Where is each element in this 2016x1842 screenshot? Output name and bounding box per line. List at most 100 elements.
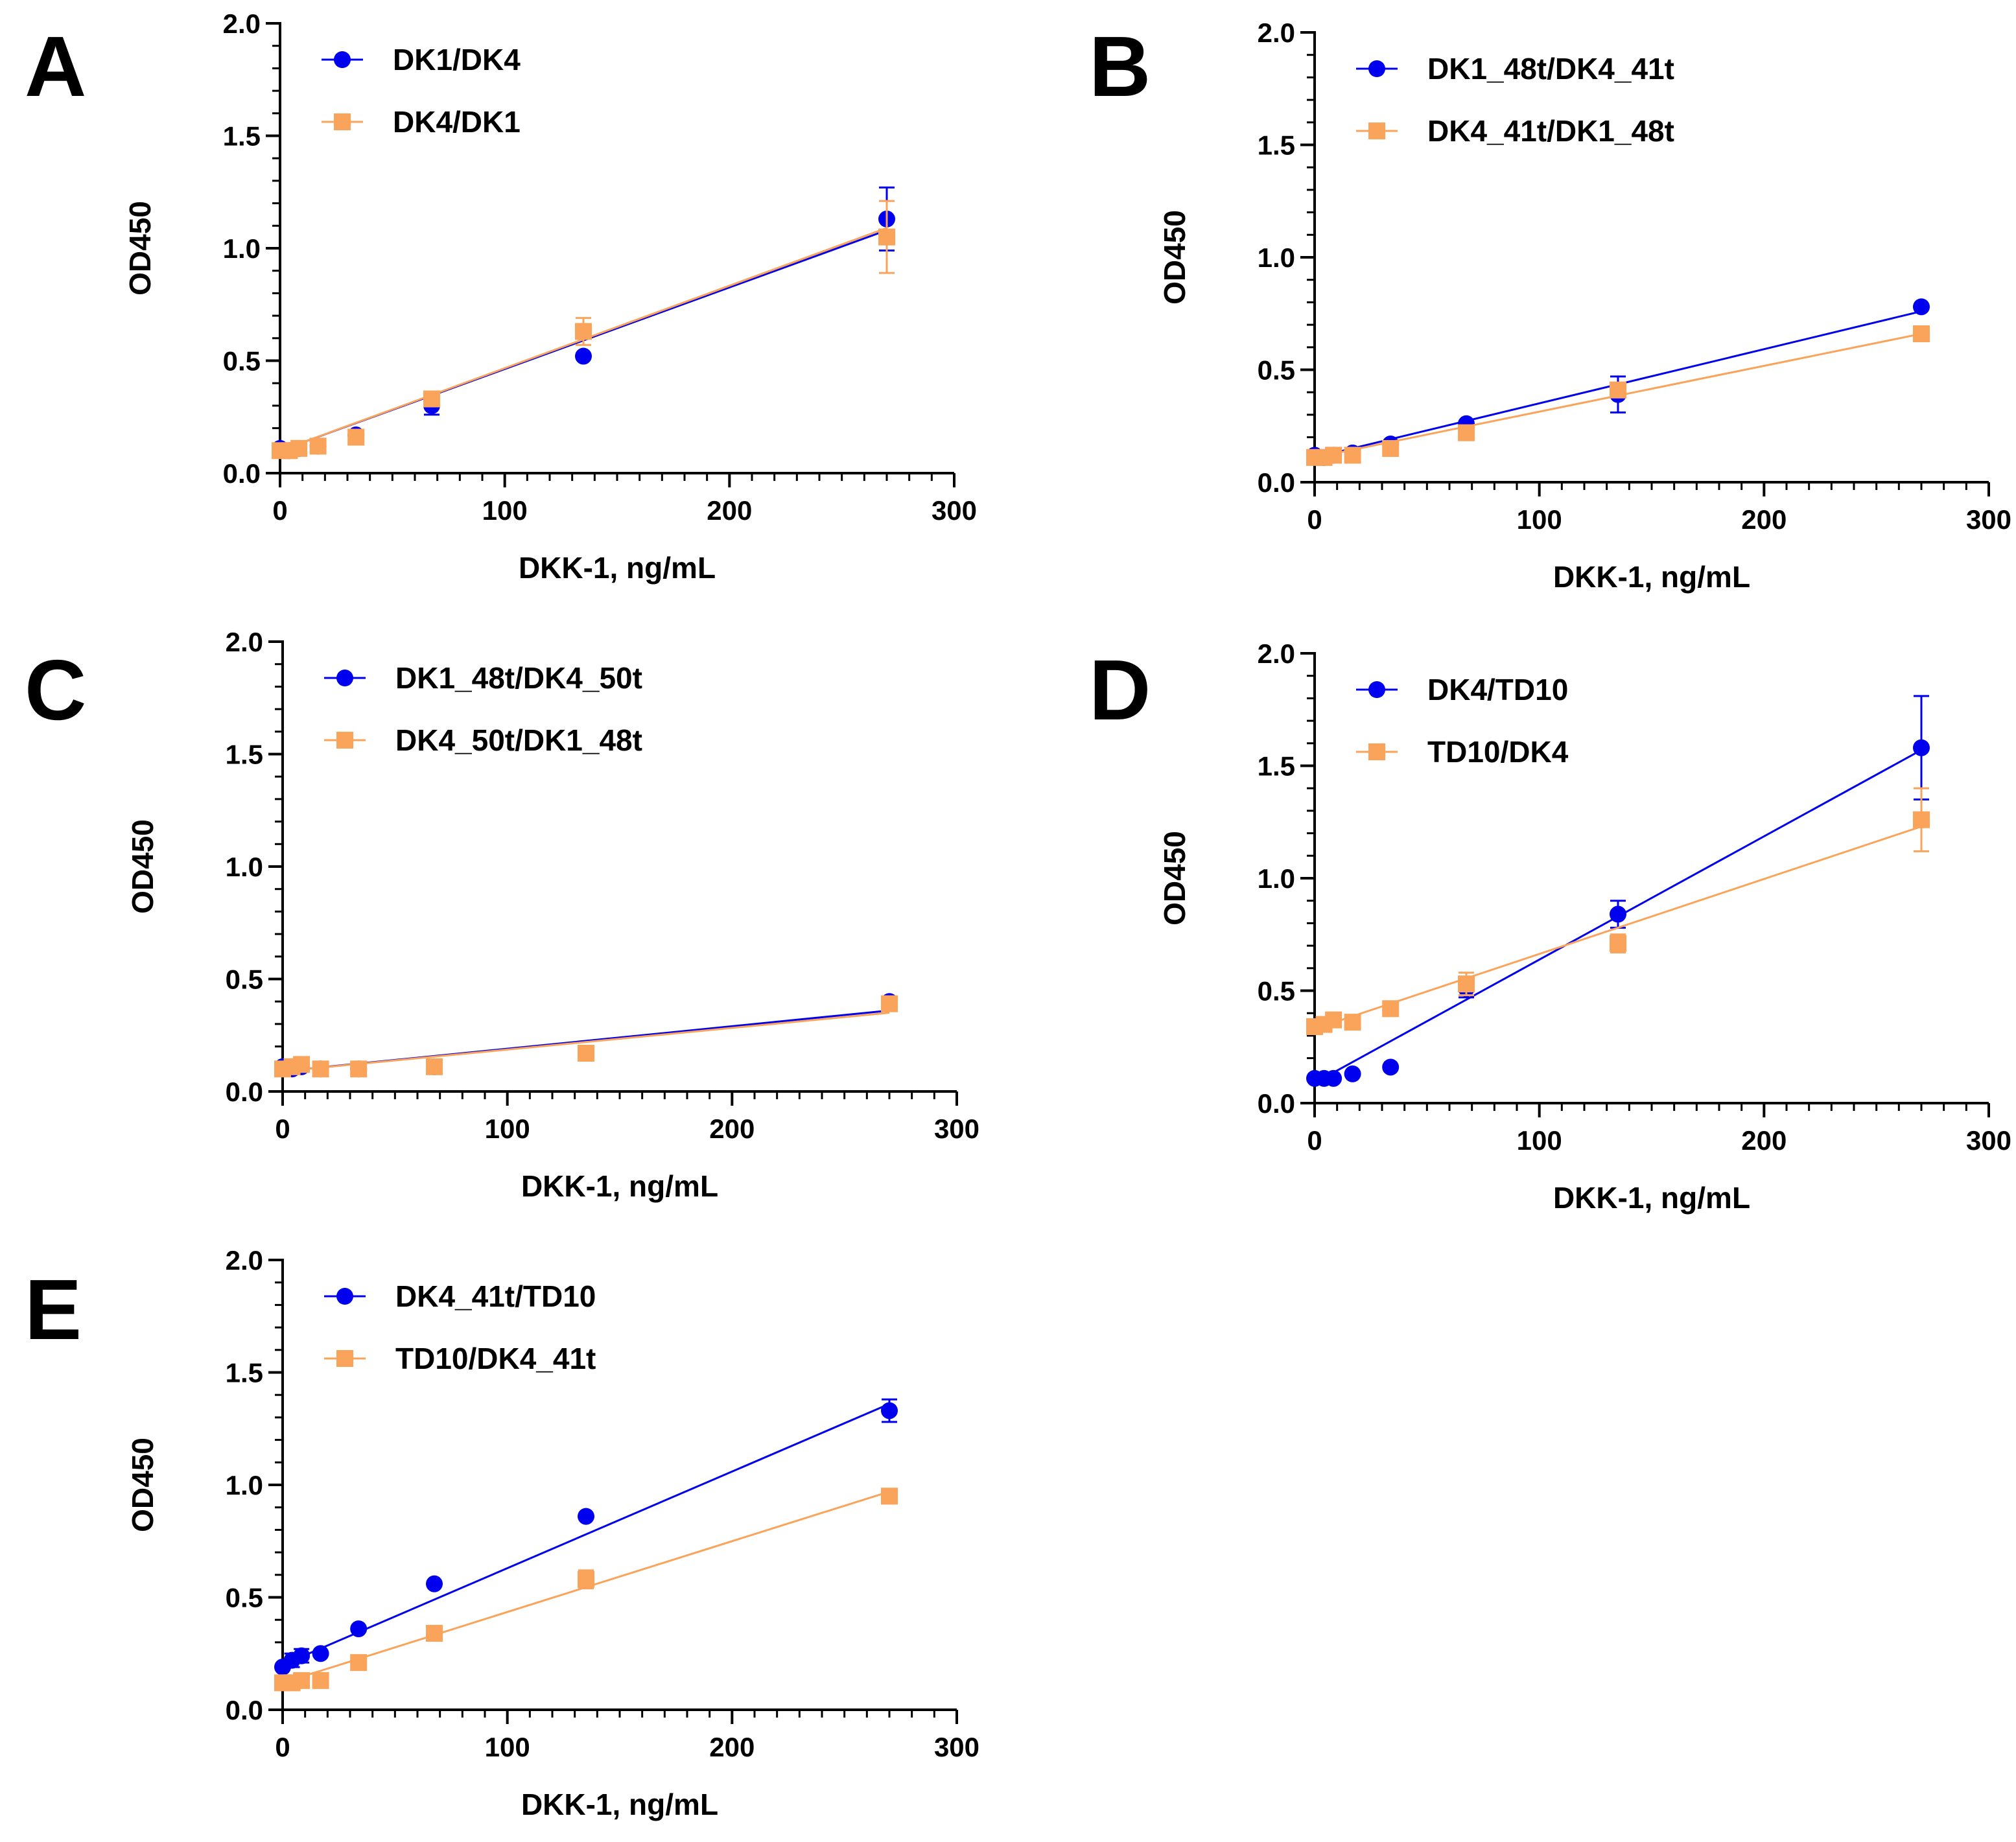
y-tick-label: 0.5 [1258,355,1295,386]
y-tick-label: 2.0 [1258,638,1295,669]
legend-entry: DK1_48t/DK4_41t [1356,52,1674,86]
data-point [1325,1011,1342,1029]
panel-d: D 0.0 0.5 1.0 1.5 2.0 0 100 200 300 DKK-1, ng/mL OD… [1089,638,2011,1215]
data-point [575,347,592,365]
x-tick-label: 200 [1741,1125,1787,1156]
data-point [347,428,365,446]
series-2 [274,1487,898,1692]
legend-label: DK4_50t/DK1_48t [395,723,642,757]
y-tick-label: 1.0 [226,1470,263,1500]
data-point [881,1487,898,1505]
legend-label: TD10/DK4 [1427,735,1569,769]
y-axis-title: OD450 [123,201,157,296]
y-tick-label: 1.0 [1258,242,1295,273]
x-tick-label: 200 [709,1732,755,1762]
series-1 [274,1398,898,1676]
legend-entry: DK1_48t/DK4_50t [324,661,642,695]
legend-entry: DK4_41t/TD10 [324,1279,596,1313]
data-point [1325,1069,1342,1087]
x-axis-title: DKK-1, ng/mL [521,1788,718,1821]
x-axis-title: DKK-1, ng/mL [1553,1181,1750,1215]
series-2 [1306,787,1930,1036]
legend-marker [1368,122,1385,139]
x-tick-label: 200 [707,495,752,526]
y-tick-label: 1.5 [223,121,261,152]
series-1 [274,993,898,1078]
data-point [1913,739,1930,756]
legend-label: DK1_48t/DK4_41t [1427,52,1674,86]
data-point [1913,325,1930,342]
y-tick-label: 0.5 [223,346,261,377]
data-point [426,1058,443,1075]
x-tick-label: 0 [1307,504,1322,535]
y-tick-label: 2.0 [1258,17,1295,48]
data-point [312,1645,329,1662]
y-tick-label: 0.0 [226,1695,263,1725]
data-point [575,323,592,340]
x-tick-label: 0 [272,495,287,526]
legend-marker [336,1288,353,1305]
data-point [1382,1058,1400,1076]
panel-c: C 0.0 0.5 1.0 1.5 2.0 0 100 200 300 DKK-1, ng/mL OD… [25,627,979,1203]
legend-label: DK1/DK4 [393,43,521,76]
x-tick-label: 300 [934,1113,979,1144]
data-point [1913,298,1930,316]
legend-marker [334,51,351,68]
data-point [309,437,327,455]
data-point [1382,1000,1400,1018]
legend-entry: DK1/DK4 [322,43,521,76]
x-tick-label: 200 [709,1113,755,1144]
y-tick-label: 1.0 [226,852,263,882]
x-tick-label: 0 [275,1113,290,1144]
panel-label: B [1089,19,1151,114]
y-axis-title: OD450 [1158,831,1191,926]
data-point [350,1060,368,1078]
legend-label: DK4_41t/TD10 [395,1279,596,1313]
panel-label: C [25,642,86,738]
legend-marker [1368,681,1385,698]
data-point [1610,381,1626,399]
y-tick-label: 1.5 [226,1358,263,1388]
y-tick-label: 0.5 [1258,976,1295,1007]
x-tick-label: 300 [1966,504,2011,535]
y-axis-title: OD450 [126,1438,159,1532]
y-tick-label: 0.0 [1258,467,1295,498]
x-tick-label: 100 [485,1113,530,1144]
x-axis-title: DKK-1, ng/mL [519,551,716,585]
legend-marker [334,113,351,130]
legend-marker [1368,60,1385,77]
legend-marker [336,670,353,686]
data-point [1913,811,1930,828]
x-tick-label: 0 [275,1732,290,1762]
data-point [881,995,898,1012]
y-tick-label: 1.5 [1258,751,1295,782]
legend-entry: TD10/DK4 [1356,735,1569,769]
panel-label: E [25,1262,82,1357]
legend-label: TD10/DK4_41t [395,1342,596,1375]
x-tick-label: 100 [1517,1125,1562,1156]
data-point [293,1056,311,1073]
data-point [1610,935,1626,952]
series-1 [1306,695,1930,1087]
data-point [312,1060,329,1078]
y-tick-label: 0.0 [226,1077,263,1107]
data-point [1344,447,1361,464]
data-point [578,1045,594,1062]
data-point [290,439,308,457]
x-tick-label: 300 [932,495,977,526]
x-tick-label: 100 [1517,504,1562,535]
legend-entry: TD10/DK4_41t [324,1342,596,1375]
data-point [426,1625,443,1642]
x-tick-label: 200 [1741,504,1787,535]
legend-marker [336,1350,353,1367]
y-tick-label: 1.5 [226,740,263,770]
y-tick-label: 0.5 [226,1583,263,1613]
data-point [1382,439,1400,457]
data-point [578,1570,594,1588]
legend-entry: DK4_50t/DK1_48t [324,723,642,757]
x-tick-label: 300 [1966,1125,2011,1156]
y-tick-label: 2.0 [226,627,263,657]
panel-label: A [25,19,86,114]
panel-e: E 0.0 0.5 1.0 1.5 2.0 0 100 200 300 DKK-1, ng/mL OD… [25,1245,979,1821]
